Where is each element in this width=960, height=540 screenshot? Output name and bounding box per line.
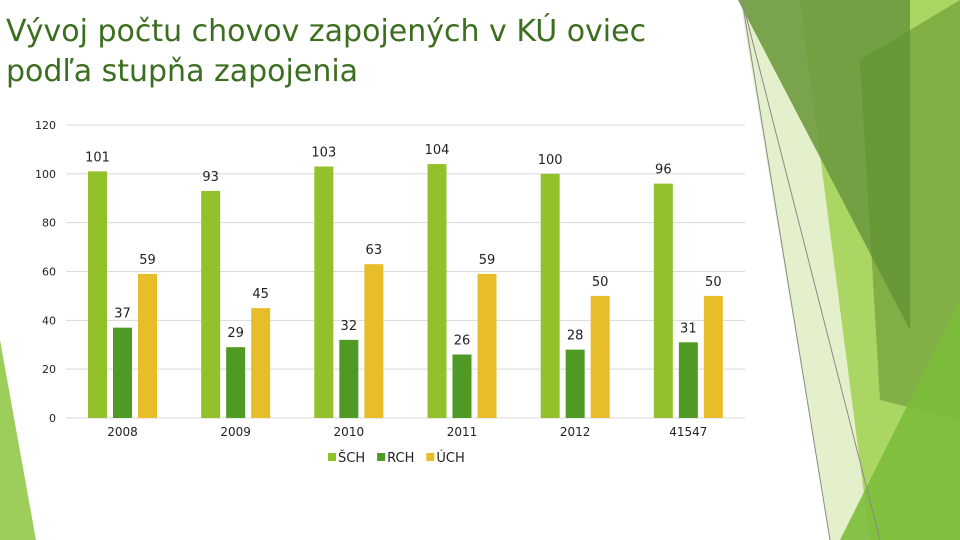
y-tick-label: 60 <box>42 266 56 279</box>
x-tick-label: 2011 <box>447 425 478 439</box>
bar-RCH-2008 <box>113 327 132 418</box>
bar-RCH-2011 <box>452 354 472 418</box>
bar-ÚCH-2012 <box>590 295 610 418</box>
chart-bars: 101 37 59 93 29 45 103 32 63 104 26 59 100 28 50 96 31 50 <box>85 143 723 418</box>
bar-ÚCH-2008 <box>138 273 157 418</box>
legend-swatch <box>426 453 435 461</box>
data-label: 50 <box>592 275 609 290</box>
decor-line-1 <box>741 0 831 540</box>
bar-ÚCH-2011 <box>477 273 497 418</box>
y-tick-label: 80 <box>42 217 56 230</box>
legend-swatch <box>377 453 386 461</box>
page-title: Vývoj počtu chovov zapojených v KÚ oviec… <box>6 14 647 89</box>
bar-ŠCH-2009 <box>201 190 221 418</box>
x-tick-label: 2008 <box>107 425 138 439</box>
data-label: 26 <box>454 334 471 349</box>
x-tick-label: 41547 <box>669 425 707 439</box>
y-tick-label: 100 <box>35 168 56 181</box>
data-label: 37 <box>114 307 131 322</box>
x-tick-label: 2012 <box>560 425 591 439</box>
bar-ŠCH-41547 <box>653 183 673 418</box>
x-axis: 2008 2009 2010 2011 2012 41547 <box>107 425 707 439</box>
decor-right-bottom <box>840 300 960 540</box>
bar-RCH-2010 <box>339 339 359 418</box>
data-label: 31 <box>680 321 697 336</box>
data-label: 50 <box>705 275 722 290</box>
bar-ÚCH-2010 <box>364 264 384 418</box>
data-label: 59 <box>139 253 156 268</box>
decor-right-triangle-dark <box>860 0 960 420</box>
bar-ÚCH-2009 <box>251 308 271 418</box>
chart-legend: ŠCH RCH ÚCH <box>328 450 465 466</box>
legend-label: ŠCH <box>338 450 365 466</box>
decor-left-triangle <box>0 340 36 540</box>
data-label: 96 <box>655 163 672 178</box>
bar-ŠCH-2011 <box>427 164 447 418</box>
data-label: 93 <box>202 170 219 185</box>
data-label: 28 <box>567 329 584 344</box>
y-tick-label: 120 <box>35 119 56 132</box>
chart-gridlines <box>66 124 745 419</box>
data-label: 103 <box>311 146 336 161</box>
y-tick-label: 40 <box>42 314 56 327</box>
data-label: 32 <box>341 319 358 334</box>
y-tick-label: 0 <box>49 412 56 425</box>
bar-ÚCH-41547 <box>703 295 723 418</box>
bar-ŠCH-2008 <box>88 171 107 418</box>
x-tick-label: 2010 <box>334 425 365 439</box>
legend-swatch <box>328 453 336 461</box>
bar-ŠCH-2012 <box>540 173 560 418</box>
y-axis: 0 20 40 60 80 100 120 <box>35 119 56 425</box>
y-tick-label: 20 <box>42 363 56 376</box>
data-label: 100 <box>538 153 563 168</box>
legend-label: RCH <box>387 451 414 466</box>
data-label: 63 <box>366 243 383 258</box>
data-label: 29 <box>227 326 244 341</box>
bar-RCH-2009 <box>226 347 246 418</box>
data-label: 104 <box>425 143 450 158</box>
x-tick-label: 2009 <box>220 425 251 439</box>
decor-line-2 <box>741 0 881 540</box>
bar-RCH-2012 <box>565 349 585 418</box>
legend-label: ÚCH <box>436 450 464 466</box>
bar-ŠCH-2010 <box>314 166 334 418</box>
bar-RCH-41547 <box>678 342 698 418</box>
data-label: 101 <box>85 150 110 165</box>
data-label: 45 <box>252 287 269 302</box>
data-label: 59 <box>479 253 496 268</box>
